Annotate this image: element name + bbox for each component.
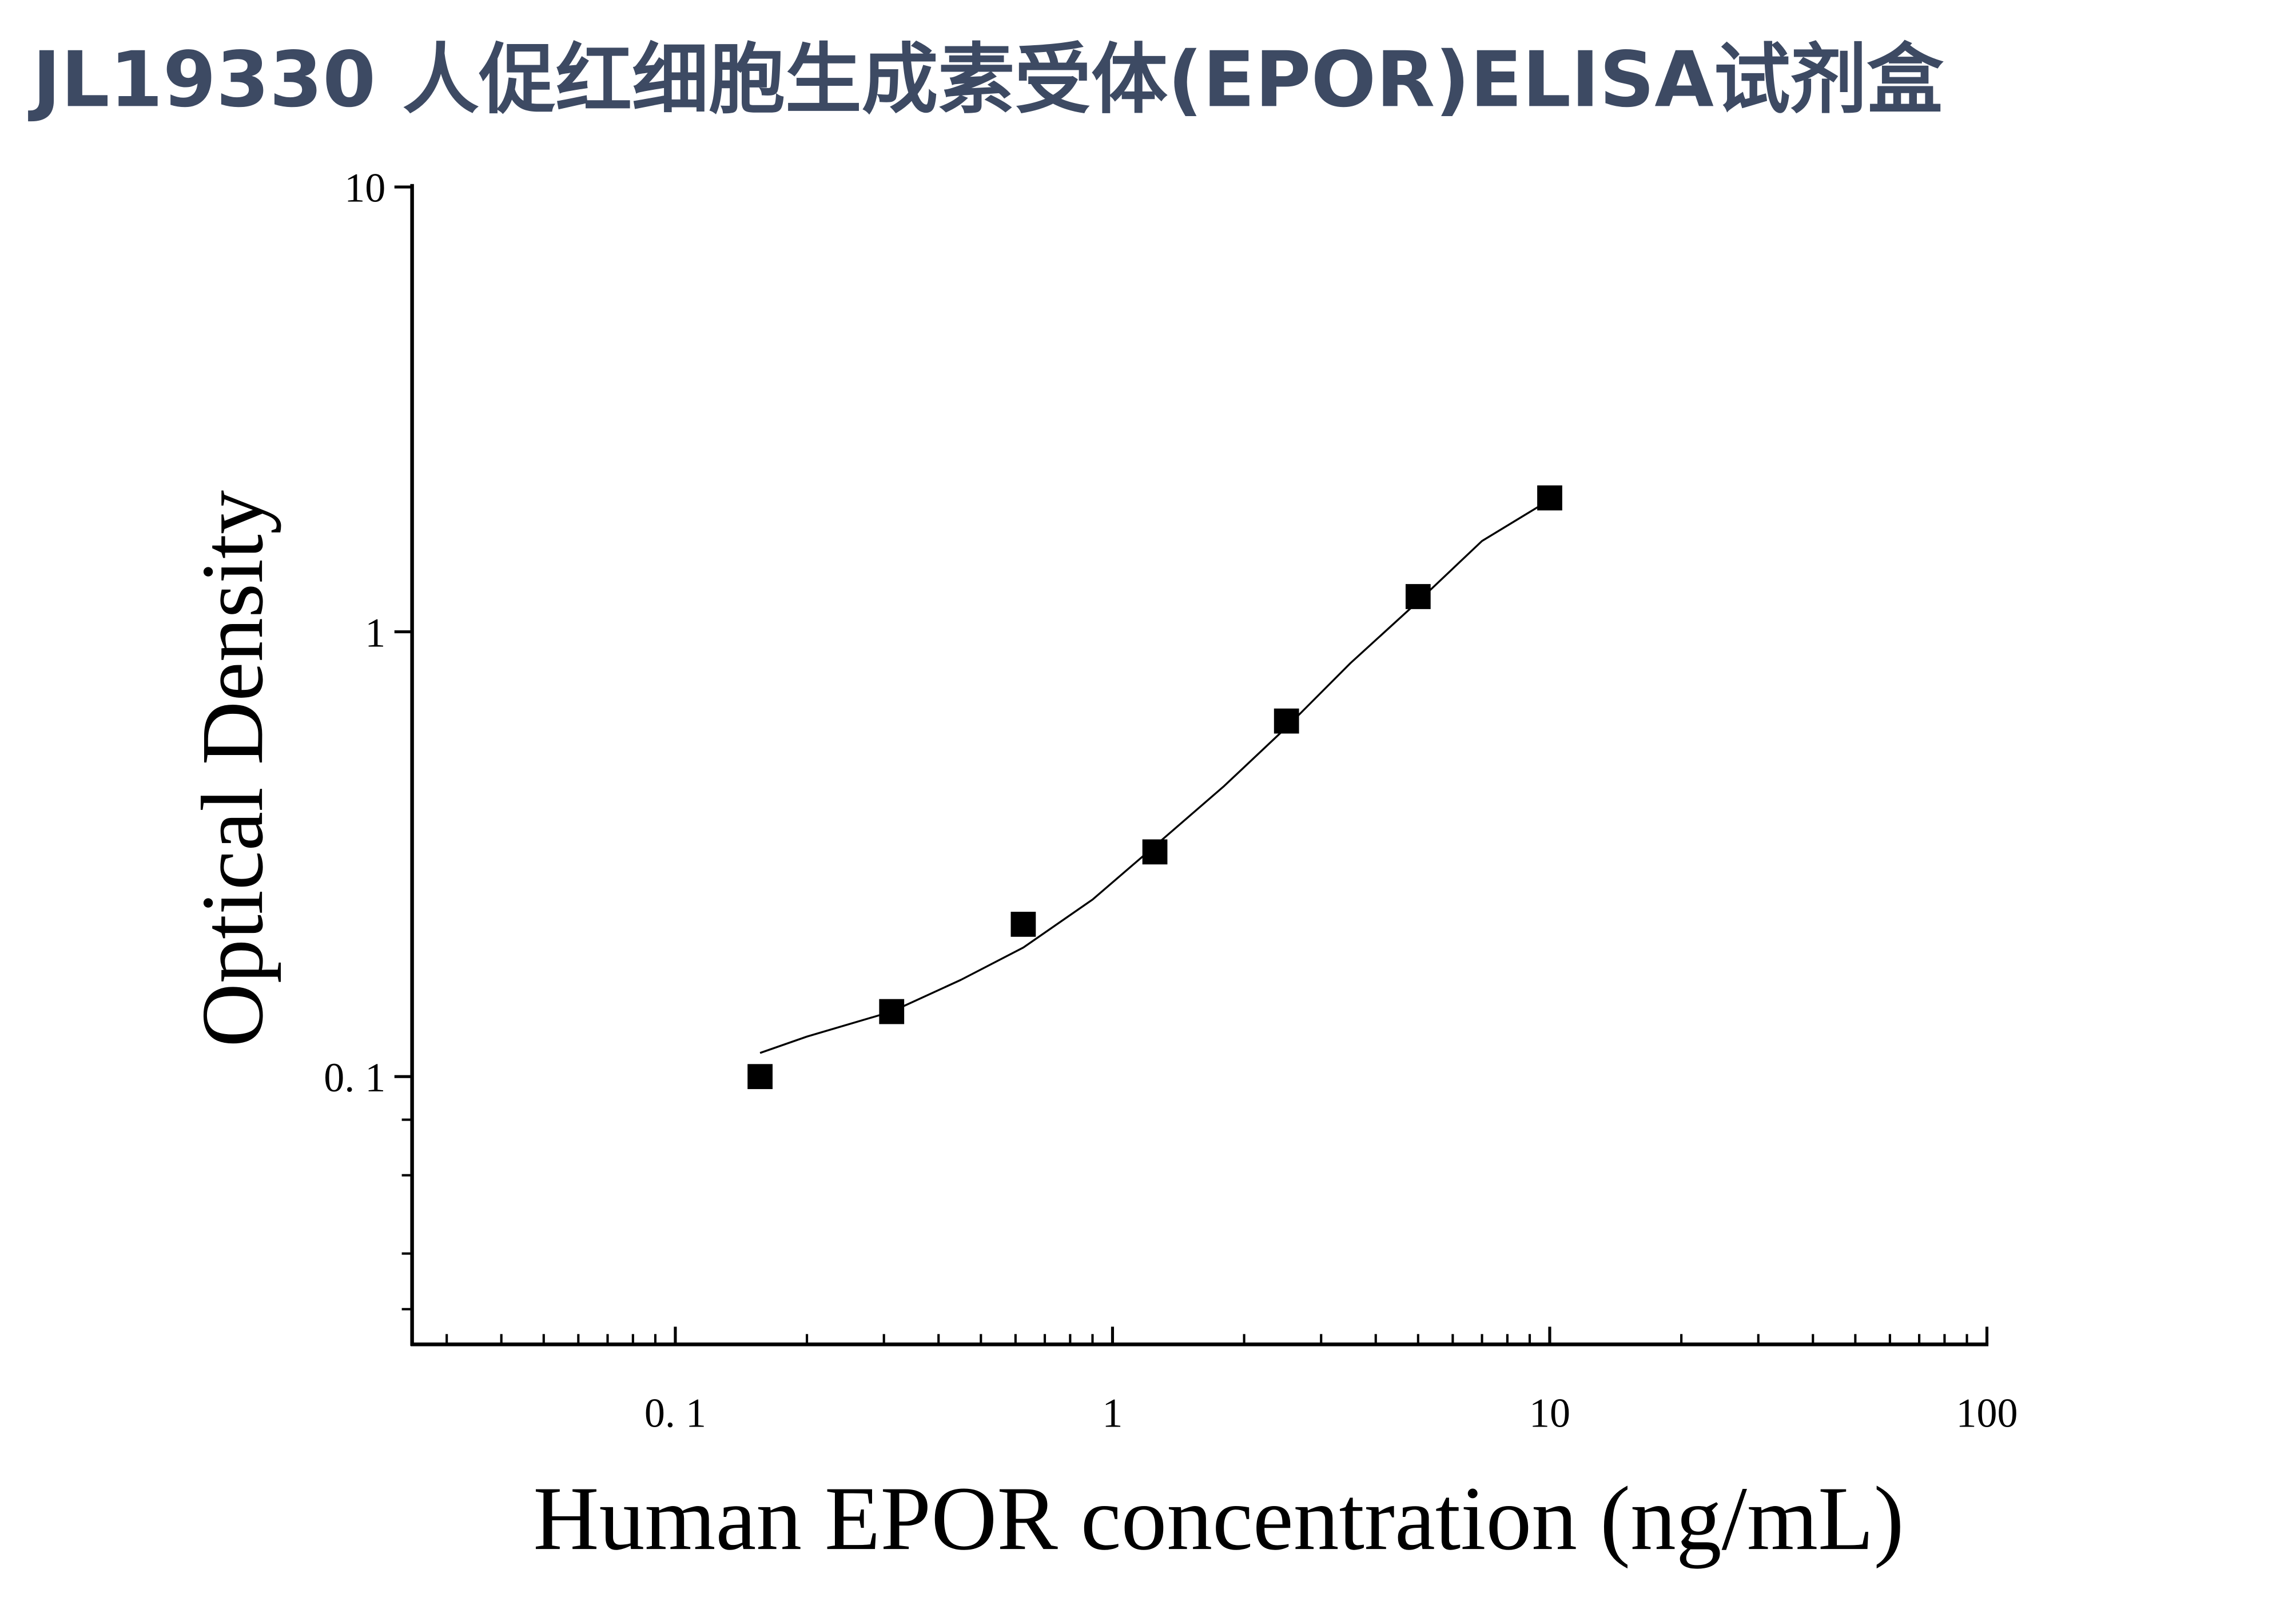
- x-tick-label: 1: [1102, 1391, 1123, 1436]
- data-point: [1010, 912, 1036, 937]
- data-point: [1274, 708, 1299, 734]
- data-point: [747, 1064, 773, 1090]
- y-tick-label: 10: [344, 165, 385, 211]
- x-tick-label: 0. 1: [644, 1391, 706, 1436]
- y-axis-label: Optical Density: [184, 490, 281, 1047]
- data-point: [1537, 485, 1562, 511]
- y-tick-label: 0. 1: [324, 1055, 385, 1101]
- chart-title: JL19330 人促红细胞生成素受体(EPOR)ELISA试剂盒: [28, 35, 1944, 124]
- x-axis-label: Human EPOR concentration (ng/mL): [533, 1468, 1904, 1569]
- data-point: [879, 999, 905, 1024]
- data-point: [1142, 839, 1168, 865]
- data-point: [1405, 584, 1431, 609]
- y-tick-label: 1: [365, 610, 385, 655]
- x-tick-label: 10: [1529, 1391, 1570, 1436]
- fit-curve: [759, 499, 1550, 1054]
- x-tick-label: 100: [1956, 1391, 2018, 1436]
